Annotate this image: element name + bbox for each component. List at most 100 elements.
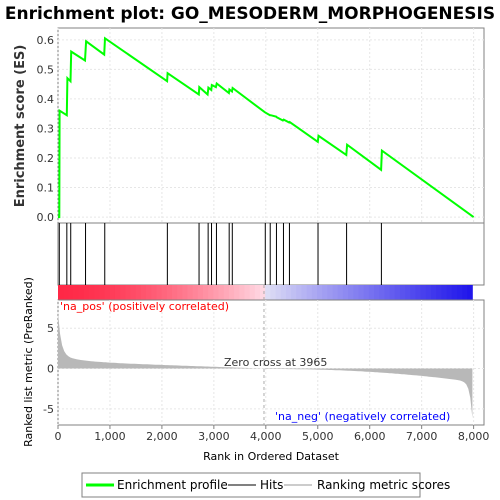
color-bar-segment [151, 285, 157, 300]
color-bar-segment [373, 285, 380, 300]
color-bar-segment [285, 285, 292, 300]
legend-hits-label: Hits [260, 478, 283, 492]
es-tick-label: 0.6 [37, 34, 55, 47]
ranking-metric-area [58, 313, 473, 419]
x-tick-label: 7,000 [406, 430, 438, 443]
color-bar-segment [317, 285, 323, 300]
color-bar-segment [120, 285, 126, 300]
chart-title: Enrichment plot: GO_MESODERM_MORPHOGENES… [5, 4, 495, 24]
color-bar-segment [109, 285, 116, 300]
hits-panel [57, 222, 485, 286]
zero-cross-label: Zero cross at 3965 [224, 356, 327, 369]
color-bar-segment [244, 285, 251, 300]
color-bar-segment [249, 285, 256, 300]
color-bar-segment [342, 285, 349, 300]
color-bar-segment [197, 285, 204, 300]
x-axis-label: Rank in Ordered Dataset [203, 450, 340, 463]
color-bar-segment [384, 285, 390, 300]
es-panel [57, 27, 485, 224]
es-tick-label: 0.5 [37, 63, 55, 76]
color-bar-segment [125, 285, 131, 300]
color-bar-segment [99, 285, 106, 300]
color-bar-segment [301, 285, 308, 300]
color-bar-segment [68, 285, 74, 300]
positive-correlation-label: 'na_pos' (positively correlated) [60, 300, 229, 313]
color-bar-segment [187, 285, 194, 300]
color-bar-segment [462, 285, 468, 300]
color-bar-segment [296, 285, 302, 300]
color-bar-segment [322, 285, 328, 300]
es-grid [57, 28, 484, 223]
legend-metric-label: Ranking metric scores [317, 478, 450, 492]
color-bar-segment [410, 285, 416, 300]
color-bar-segment [436, 285, 442, 300]
enrichment-profile-line [58, 36, 475, 219]
color-bar-segment [270, 285, 276, 300]
es-tick-label: 0.3 [37, 122, 55, 135]
color-bar-segment [192, 285, 199, 300]
color-bar-segment [254, 285, 261, 300]
color-bar-segment [348, 285, 354, 300]
color-bar-segment [73, 285, 80, 300]
x-tick-label: 5,000 [302, 430, 334, 443]
color-bar-segment [218, 285, 225, 300]
color-bar-segment [353, 285, 359, 300]
color-bar-segment [228, 285, 235, 300]
color-bar-segment [311, 285, 318, 300]
color-bar-segment [467, 285, 473, 300]
x-tick-label: 1,000 [94, 430, 126, 443]
color-bar-segment [234, 285, 240, 300]
color-bar-segment [405, 285, 411, 300]
x-tick-label: 3,000 [198, 430, 230, 443]
metric-panel [57, 299, 485, 426]
color-bar-segment [394, 285, 401, 300]
color-bar-segment [456, 285, 463, 300]
negative-correlation-label: 'na_neg' (negatively correlated) [275, 410, 450, 423]
color-bar-segment [415, 285, 422, 300]
color-bar-segment [223, 285, 230, 300]
color-bar-segment [260, 285, 266, 300]
es-y-axis-label: Enrichment score (ES) [13, 45, 28, 208]
color-bar-segment [265, 285, 271, 300]
es-tick-label: 0.0 [37, 211, 55, 224]
color-bar-segment [83, 285, 90, 300]
color-bar-segment [337, 285, 344, 300]
color-bar-segment [166, 285, 173, 300]
color-bar-segment [135, 285, 142, 300]
color-bar-segment [291, 285, 297, 300]
color-bar-segment [58, 285, 64, 300]
metric-tick-labels: -5 0 5 [43, 322, 54, 416]
x-tick-labels: 0 1,000 2,000 3,000 4,000 5,000 6,000 7,000 8,00… [55, 425, 490, 443]
x-tick-label: 8,000 [458, 430, 490, 443]
color-bar-segment [441, 285, 447, 300]
color-bar-segment [430, 285, 437, 300]
color-bar-segment [239, 285, 245, 300]
color-bar-segment [63, 285, 69, 300]
color-bar-segment [363, 285, 370, 300]
color-bar-segment [358, 285, 365, 300]
color-bar-segment [420, 285, 427, 300]
es-tick-label: 0.2 [37, 152, 55, 165]
color-bar-segment [182, 285, 188, 300]
x-tick-label: 6,000 [354, 430, 386, 443]
color-bar-segment [446, 285, 453, 300]
color-bar-segment [94, 285, 100, 300]
color-bar-segment [332, 285, 339, 300]
color-bar-segment [213, 285, 219, 300]
color-bar-segment [104, 285, 111, 300]
es-tick-labels: 0.0 0.1 0.2 0.3 0.4 0.5 0.6 [37, 34, 55, 224]
color-bar-segment [425, 285, 432, 300]
color-bar-segment [451, 285, 458, 300]
color-bar-segment [130, 285, 137, 300]
color-bar-segment [140, 285, 147, 300]
color-bar-segment [275, 285, 282, 300]
legend-profile-label: Enrichment profile [117, 478, 228, 492]
metric-tick-label: 0 [47, 363, 54, 376]
color-bar-segment [78, 285, 85, 300]
color-bar-segment [171, 285, 178, 300]
color-bar-segment [379, 285, 385, 300]
color-bar-segment [389, 285, 396, 300]
es-tick-label: 0.1 [37, 182, 55, 195]
x-tick-label: 2,000 [146, 430, 178, 443]
